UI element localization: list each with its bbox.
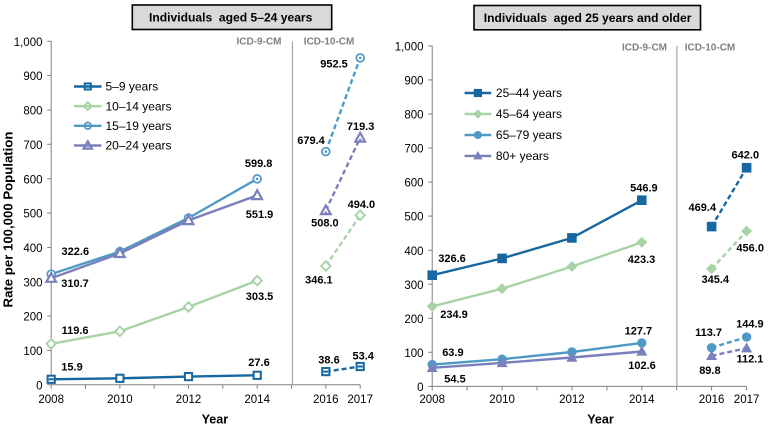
svg-text:ICD-9-CM: ICD-9-CM	[622, 43, 667, 54]
svg-text:326.6: 326.6	[438, 253, 466, 265]
svg-text:89.8: 89.8	[699, 365, 720, 377]
svg-text:1,000: 1,000	[395, 42, 424, 54]
svg-text:300: 300	[23, 277, 42, 289]
svg-text:15.9: 15.9	[61, 362, 82, 374]
svg-text:63.9: 63.9	[442, 347, 463, 359]
svg-text:102.6: 102.6	[628, 360, 656, 372]
svg-text:144.9: 144.9	[736, 319, 764, 331]
svg-text:2012: 2012	[176, 394, 202, 406]
svg-text:100: 100	[404, 348, 423, 360]
svg-text:2008: 2008	[38, 394, 64, 406]
svg-text:300: 300	[404, 280, 423, 292]
svg-text:Year: Year	[202, 412, 229, 426]
svg-text:546.9: 546.9	[630, 183, 658, 195]
svg-text:ICD-10-CM: ICD-10-CM	[685, 43, 736, 54]
svg-text:Individuals aged 25 years and: Individuals aged 25 years and older	[484, 11, 692, 25]
svg-text:423.3: 423.3	[628, 254, 656, 266]
svg-text:80+ years: 80+ years	[496, 149, 549, 163]
svg-text:346.1: 346.1	[305, 275, 333, 287]
svg-text:2016: 2016	[699, 394, 725, 406]
svg-text:494.0: 494.0	[348, 199, 376, 211]
svg-text:200: 200	[23, 312, 42, 324]
svg-text:10–14 years: 10–14 years	[106, 99, 172, 113]
svg-text:400: 400	[23, 243, 42, 255]
svg-text:15–19 years: 15–19 years	[106, 119, 172, 133]
svg-text:700: 700	[23, 140, 42, 152]
svg-text:500: 500	[23, 209, 42, 221]
svg-text:345.4: 345.4	[702, 274, 730, 286]
svg-text:ICD-9-CM: ICD-9-CM	[237, 37, 282, 48]
svg-text:38.6: 38.6	[318, 355, 339, 367]
svg-text:322.6: 322.6	[62, 246, 90, 258]
svg-text:600: 600	[23, 174, 42, 186]
svg-text:500: 500	[404, 212, 423, 224]
svg-text:ICD-10-CM: ICD-10-CM	[304, 37, 355, 48]
svg-text:2008: 2008	[419, 394, 445, 406]
svg-text:2014: 2014	[244, 394, 270, 406]
svg-text:54.5: 54.5	[444, 374, 465, 386]
svg-text:1,000: 1,000	[14, 37, 43, 49]
svg-text:53.4: 53.4	[352, 351, 374, 363]
svg-text:303.5: 303.5	[246, 291, 274, 303]
svg-text:679.4: 679.4	[297, 135, 325, 147]
svg-text:2012: 2012	[559, 394, 585, 406]
svg-text:27.6: 27.6	[248, 357, 269, 369]
svg-text:25–44 years: 25–44 years	[496, 86, 562, 100]
svg-text:2010: 2010	[107, 394, 133, 406]
svg-text:2017: 2017	[734, 394, 760, 406]
svg-text:0: 0	[417, 382, 423, 394]
svg-text:456.0: 456.0	[736, 243, 764, 255]
svg-text:234.9: 234.9	[440, 309, 468, 321]
svg-text:5–9 years: 5–9 years	[106, 80, 159, 94]
svg-text:2014: 2014	[629, 394, 655, 406]
svg-text:508.0: 508.0	[311, 218, 339, 230]
svg-text:600: 600	[404, 178, 423, 190]
svg-text:400: 400	[404, 246, 423, 258]
svg-text:113.7: 113.7	[695, 327, 722, 339]
svg-text:900: 900	[23, 71, 42, 83]
svg-text:800: 800	[404, 110, 423, 122]
svg-text:127.7: 127.7	[625, 325, 653, 337]
svg-text:112.1: 112.1	[736, 354, 763, 366]
svg-text:0: 0	[36, 380, 42, 392]
svg-text:Rate per 100,000 Population: Rate per 100,000 Population	[0, 132, 15, 308]
svg-text:719.3: 719.3	[347, 121, 375, 133]
svg-text:65–79 years: 65–79 years	[496, 128, 562, 142]
svg-text:100: 100	[23, 346, 42, 358]
svg-text:2016: 2016	[313, 394, 339, 406]
svg-text:952.5: 952.5	[320, 59, 348, 71]
svg-text:642.0: 642.0	[732, 150, 760, 162]
svg-text:20–24 years: 20–24 years	[106, 139, 172, 153]
svg-text:551.9: 551.9	[246, 209, 274, 221]
svg-text:900: 900	[404, 76, 423, 88]
svg-text:2017: 2017	[347, 394, 373, 406]
svg-text:2010: 2010	[489, 394, 515, 406]
svg-text:310.7: 310.7	[61, 278, 89, 290]
svg-text:200: 200	[404, 314, 423, 326]
svg-text:800: 800	[23, 106, 42, 118]
svg-text:469.4: 469.4	[689, 202, 717, 214]
svg-text:Individuals aged 5–24 years: Individuals aged 5–24 years	[149, 11, 313, 25]
svg-text:119.6: 119.6	[62, 325, 89, 337]
svg-text:45–64 years: 45–64 years	[496, 107, 562, 121]
svg-text:700: 700	[404, 144, 423, 156]
svg-text:599.8: 599.8	[245, 158, 273, 170]
svg-text:Year: Year	[587, 412, 614, 426]
